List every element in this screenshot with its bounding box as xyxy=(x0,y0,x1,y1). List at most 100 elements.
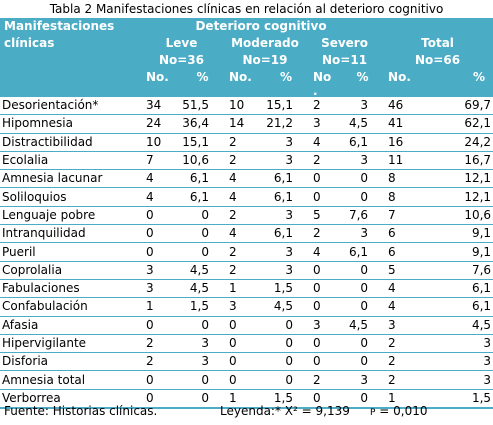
cell-count: 2 xyxy=(140,334,176,354)
cell-count: 2 xyxy=(223,133,259,152)
row-label: Lenguaje pobre xyxy=(0,206,140,226)
cell-percent: 3 xyxy=(259,151,307,171)
row-title-header: Manifestaciones clínicas xyxy=(0,18,140,69)
row-label: Hipomnesia xyxy=(0,114,140,134)
footer-source: Fuente: Historias clínicas. xyxy=(4,404,158,418)
cell-percent: 3 xyxy=(259,242,307,262)
group-severo-n: No=11 xyxy=(307,52,383,69)
cell-percent: 4,5 xyxy=(259,297,307,317)
group-total-name: Total xyxy=(382,35,493,52)
cell-percent: 3 xyxy=(176,352,223,372)
cell-count: 1 xyxy=(223,279,259,299)
col-moderado-no: No. xyxy=(223,69,259,86)
cell-count: 11 xyxy=(382,151,431,171)
cell-count: 1 xyxy=(382,389,431,410)
table-row: Confabulación 1 1,5 3 4,5 0 0 4 6,1 xyxy=(0,297,493,317)
cell-count: 0 xyxy=(140,370,176,390)
cell-percent: 4,5 xyxy=(337,316,383,335)
table-row: Hipomnesia 24 36,4 14 21,2 3 4,5 41 62,1 xyxy=(0,114,493,134)
cell-count: 1 xyxy=(140,297,176,317)
cell-percent: 3 xyxy=(337,224,383,244)
cell-percent: 0 xyxy=(337,279,383,299)
cell-percent: 0 xyxy=(337,389,383,410)
cell-percent: 1,5 xyxy=(430,389,493,410)
table-row: Hipervigilante 2 3 0 0 0 0 2 3 xyxy=(0,334,493,354)
cell-percent: 3 xyxy=(430,370,493,390)
footer-p-value: P = 0,010 xyxy=(370,404,427,418)
cell-count: 2 xyxy=(307,224,337,244)
cell-count: 2 xyxy=(223,242,259,262)
cell-percent: 6,1 xyxy=(430,279,493,299)
cell-percent: 0 xyxy=(337,352,383,372)
cell-percent: 1,5 xyxy=(259,389,307,410)
cell-count: 41 xyxy=(382,114,431,134)
row-label: Verborrea xyxy=(0,389,140,410)
table-caption: Tabla 2 Manifestaciones clínicas en rela… xyxy=(49,2,444,16)
cell-count: 0 xyxy=(223,370,259,390)
footer-legend: Leyenda:* X² = 9,139 xyxy=(220,404,350,418)
cell-count: 0 xyxy=(307,334,337,354)
cell-count: 3 xyxy=(307,316,337,335)
table-row: Coprolalia 3 4,5 2 3 0 0 5 7,6 xyxy=(0,261,493,280)
cell-count: 8 xyxy=(382,169,431,189)
cell-count: 8 xyxy=(382,187,431,207)
cell-percent: 0 xyxy=(337,187,383,207)
cell-count: 0 xyxy=(307,169,337,189)
cell-count: 4 xyxy=(140,187,176,207)
cell-percent: 4,5 xyxy=(430,316,493,335)
cell-percent: 6,1 xyxy=(337,242,383,262)
cell-percent: 24,2 xyxy=(430,133,493,152)
cell-count: 2 xyxy=(382,352,431,372)
cell-percent: 0 xyxy=(337,261,383,280)
cell-percent: 10,6 xyxy=(430,206,493,226)
col-severo-pct: % xyxy=(337,69,383,86)
cell-count: 7 xyxy=(382,206,431,226)
row-title-line2: clínicas xyxy=(4,36,55,50)
row-label: Disforia xyxy=(0,352,140,372)
cell-count: 2 xyxy=(140,352,176,372)
cell-count: 2 xyxy=(382,334,431,354)
cell-percent: 16,7 xyxy=(430,151,493,171)
row-label: Amnesia lacunar xyxy=(0,169,140,189)
cell-percent: 3 xyxy=(337,370,383,390)
cell-percent: 0 xyxy=(176,224,223,244)
cell-percent: 6,1 xyxy=(176,169,223,189)
cell-percent: 6,1 xyxy=(259,187,307,207)
cell-percent: 62,1 xyxy=(430,114,493,134)
table-row: Distractibilidad 10 15,1 2 3 4 6,1 16 24,2 xyxy=(0,133,493,152)
cell-count: 2 xyxy=(307,97,337,116)
cell-count: 5 xyxy=(382,261,431,280)
cell-percent: 7,6 xyxy=(430,261,493,280)
row-label: Pueril xyxy=(0,242,140,262)
row-label: Soliloquios xyxy=(0,187,140,207)
cell-percent: 12,1 xyxy=(430,169,493,189)
cell-percent: 3 xyxy=(430,352,493,372)
cell-percent: 36,4 xyxy=(176,114,223,134)
cell-percent: 0 xyxy=(176,242,223,262)
cell-count: 0 xyxy=(307,352,337,372)
cell-percent: 6,1 xyxy=(259,169,307,189)
row-title-line1: Manifestaciones xyxy=(4,19,115,33)
cell-count: 4 xyxy=(223,169,259,189)
cell-count: 2 xyxy=(307,370,337,390)
row-label: Intranquilidad xyxy=(0,224,140,244)
cell-count: 4 xyxy=(223,224,259,244)
cell-count: 0 xyxy=(307,261,337,280)
table-row: Disforia 2 3 0 0 0 0 2 3 xyxy=(0,352,493,372)
cell-count: 24 xyxy=(140,114,176,134)
cell-percent: 3 xyxy=(259,206,307,226)
cell-count: 3 xyxy=(140,261,176,280)
cell-percent: 12,1 xyxy=(430,187,493,207)
footer-p-symbol: P xyxy=(370,408,376,418)
cell-percent: 0 xyxy=(176,389,223,410)
cell-percent: 4,5 xyxy=(176,279,223,299)
row-label: Afasia xyxy=(0,316,140,335)
cell-percent: 10,6 xyxy=(176,151,223,171)
cell-percent: 15,1 xyxy=(259,97,307,116)
table-row: Soliloquios 4 6,1 4 6,1 0 0 8 12,1 xyxy=(0,187,493,207)
group-moderado-n: No=19 xyxy=(223,52,307,69)
row-label: Coprolalia xyxy=(0,261,140,280)
cell-count: 2 xyxy=(223,261,259,280)
cell-percent: 3 xyxy=(337,151,383,171)
group-leve-n: No=36 xyxy=(140,52,223,69)
